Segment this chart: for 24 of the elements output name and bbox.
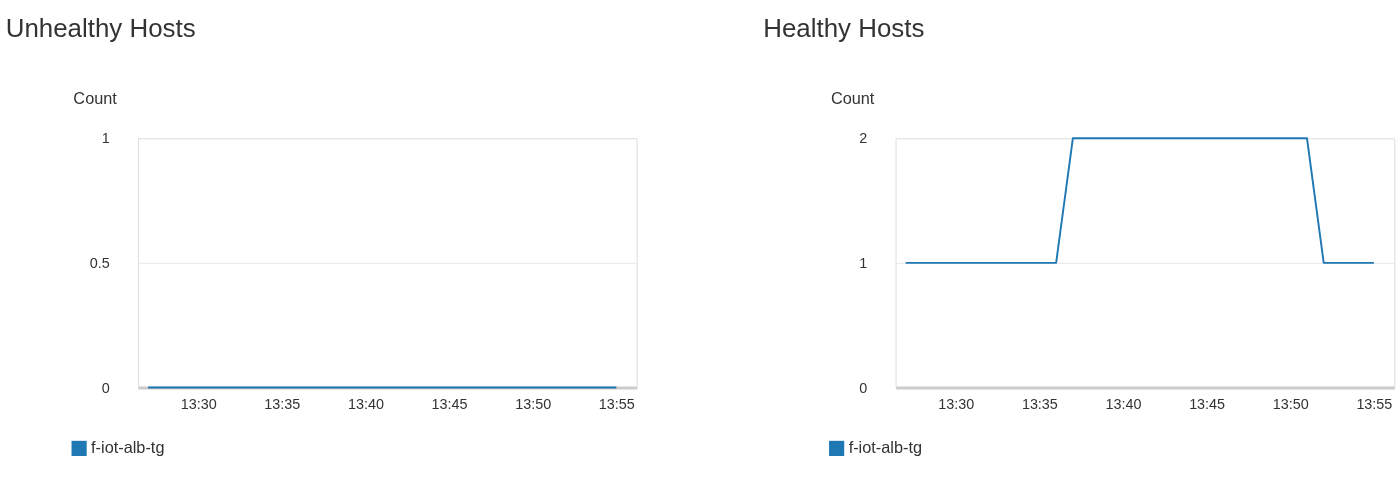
y-tick-label: 1	[101, 130, 110, 147]
y-tick-label: 0	[859, 379, 868, 396]
x-tick-label: 13:35	[1021, 396, 1058, 413]
x-tick-label: 13:55	[598, 396, 635, 413]
x-tick-label: 13:30	[180, 396, 217, 413]
x-tick-label: 13:45	[431, 396, 468, 413]
x-tick-label: 13:40	[1105, 396, 1142, 413]
x-tick-label: 13:50	[515, 396, 552, 413]
x-tick-label: 13:40	[348, 396, 384, 413]
x-tick-label: 13:45	[1189, 396, 1226, 413]
chart-title: Unhealthy Hosts	[5, 13, 196, 42]
chart-title: Healthy Hosts	[763, 13, 925, 42]
y-tick-label: 2	[859, 130, 868, 147]
y-tick-label: 1	[859, 255, 868, 272]
x-tick-label: 13:55	[1356, 396, 1393, 413]
x-tick-label: 13:50	[1272, 396, 1309, 413]
y-axis-title: Count	[830, 89, 875, 108]
legend-label: f-iot-alb-tg	[848, 438, 923, 457]
y-axis-title: Count	[73, 89, 118, 108]
y-tick-label: 0.5	[89, 255, 110, 272]
legend-label: f-iot-alb-tg	[91, 438, 165, 457]
x-tick-label: 13:30	[938, 396, 975, 413]
y-tick-label: 0	[101, 379, 110, 396]
x-tick-label: 13:35	[264, 396, 301, 413]
